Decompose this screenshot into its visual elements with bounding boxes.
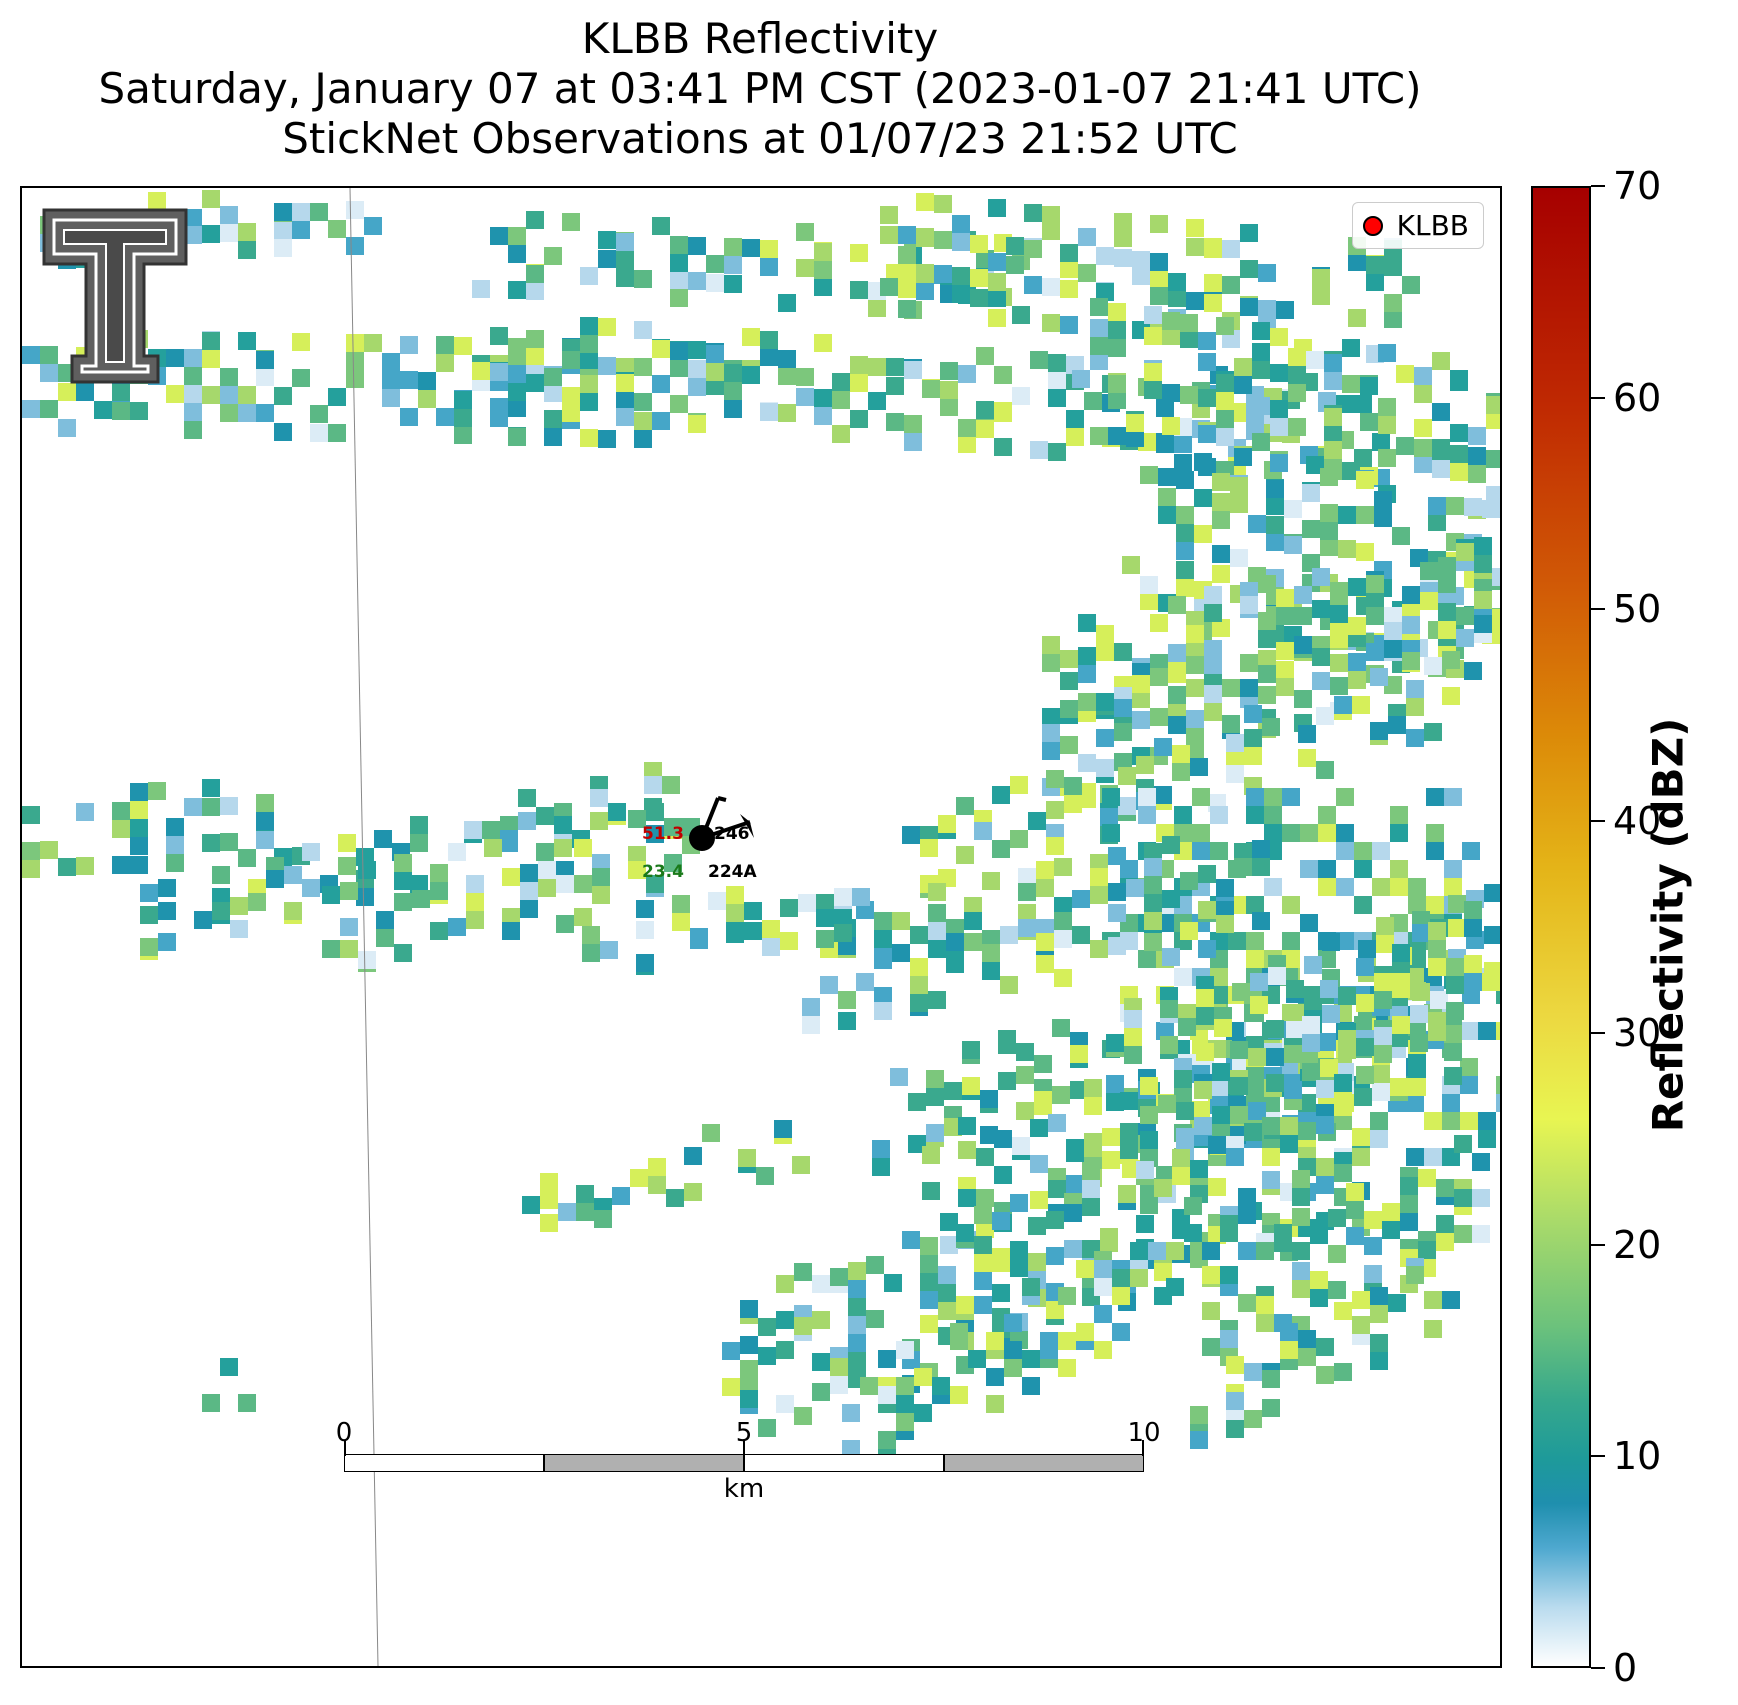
colorbar-tick-label: 0 — [1613, 1646, 1638, 1690]
station-id-top: 246 — [714, 824, 750, 844]
colorbar-tick-label: 40 — [1613, 799, 1662, 844]
colorbar-tick-label: 20 — [1613, 1222, 1662, 1267]
klbb-marker-icon — [1362, 215, 1383, 236]
colorbar-tick-label: 50 — [1613, 587, 1662, 632]
station-dewpoint: 23.4 — [642, 862, 684, 882]
colorbar-tick-label: 10 — [1613, 1434, 1662, 1479]
legend: KLBB — [1351, 202, 1484, 249]
colorbar-tick — [1591, 396, 1605, 399]
station-id-bottom: 224A — [708, 862, 757, 882]
colorbar-tick — [1591, 1455, 1605, 1458]
colorbar-tick — [1591, 820, 1605, 823]
colorbar-tick — [1591, 1243, 1605, 1246]
scale-label-10: 10 — [1127, 1418, 1161, 1448]
map-title: KLBB Reflectivity — [581, 14, 939, 63]
colorbar-tick-label: 60 — [1613, 375, 1662, 420]
texas-tech-logo — [42, 208, 188, 384]
scale-bar: 0 5 10 km — [336, 1418, 1161, 1504]
colorbar-label: Reflectivity (dBZ) — [1643, 717, 1693, 1133]
colorbar-tick-label: 30 — [1613, 1010, 1662, 1055]
map-subtitle-time: Saturday, January 07 at 03:41 PM CST (20… — [98, 64, 1422, 113]
map-subtitle-obs: StickNet Observations at 01/07/23 21:52 … — [282, 114, 1238, 163]
colorbar-tick — [1591, 1031, 1605, 1034]
colorbar-gradient — [1531, 186, 1591, 1668]
colorbar-tick — [1591, 608, 1605, 611]
radar-map[interactable]: KLBB 51.3 23.4 246 224A 0 5 10 km — [20, 186, 1502, 1668]
colorbar-tick — [1591, 185, 1605, 187]
station-temperature: 51.3 — [642, 824, 684, 844]
colorbar: 0 10 20 30 40 50 60 70 — [1531, 166, 1661, 1688]
scale-label-0: 0 — [335, 1418, 353, 1448]
scale-label-5: 5 — [735, 1418, 753, 1448]
colorbar-tick — [1591, 1667, 1605, 1669]
scale-unit: km — [723, 1474, 765, 1504]
station-wind-barb — [689, 796, 754, 851]
colorbar-tick-label: 70 — [1613, 164, 1662, 208]
legend-label: KLBB — [1396, 209, 1469, 242]
reflectivity-field — [22, 188, 1500, 1666]
county-boundary — [349, 188, 379, 1666]
